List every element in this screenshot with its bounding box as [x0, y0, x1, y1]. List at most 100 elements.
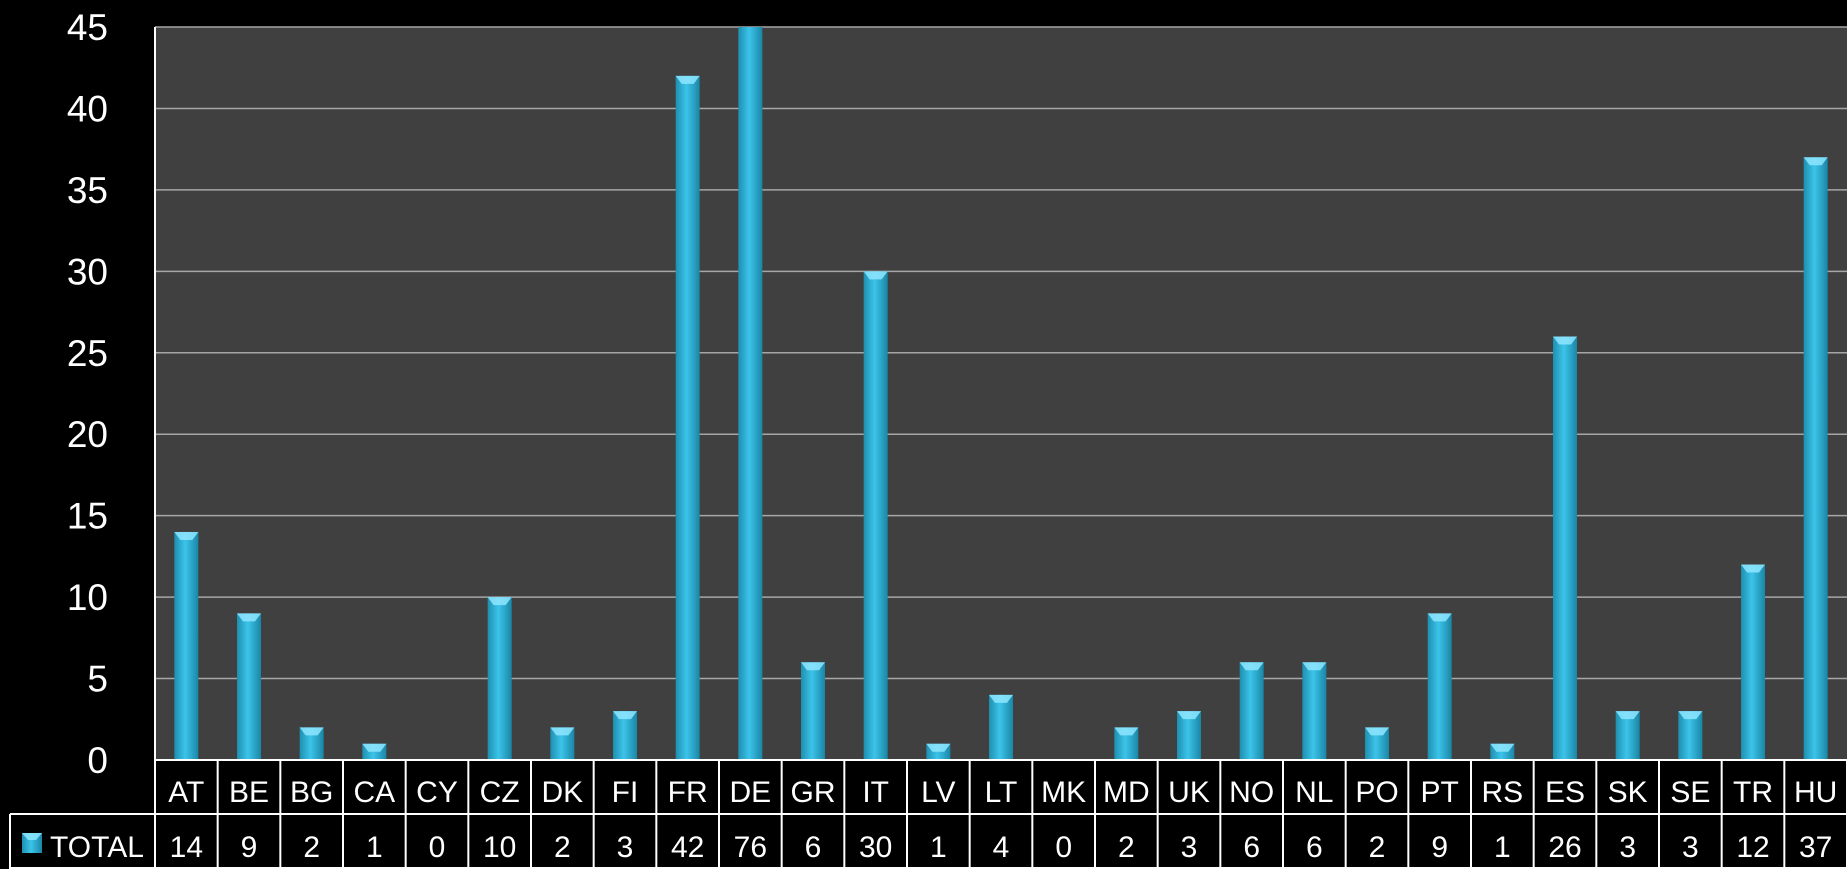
bar-cap	[487, 597, 512, 606]
bar	[1678, 711, 1703, 760]
legend-label: TOTAL	[50, 831, 144, 864]
data-table-value: 2	[1369, 831, 1386, 864]
bar-cap	[1490, 743, 1515, 752]
bar	[1553, 336, 1577, 760]
x-tick-label: CZ	[480, 776, 520, 809]
y-axis: 0 5 10 15 20 25 30 35 40 45	[67, 7, 108, 781]
x-tick-label: PO	[1355, 776, 1398, 809]
x-tick-label: PT	[1420, 776, 1458, 809]
data-table-value: 1	[930, 831, 947, 864]
x-tick-label: FR	[668, 776, 708, 809]
x-tick-label: NO	[1229, 776, 1274, 809]
y-tick-label: 30	[67, 251, 108, 292]
bar-cap	[1114, 727, 1139, 736]
bar	[1741, 564, 1765, 760]
x-tick-label: LV	[921, 776, 955, 809]
data-table-value: 1	[1494, 831, 1511, 864]
x-tick-label: BE	[229, 776, 269, 809]
legend-key-cap	[22, 833, 42, 840]
plot-area	[155, 27, 1847, 760]
x-tick-label: LT	[985, 776, 1018, 809]
bar-cap	[1553, 336, 1577, 345]
x-tick-label: HU	[1794, 776, 1837, 809]
bar-cap	[1678, 711, 1703, 720]
x-tick-label: BG	[290, 776, 333, 809]
y-tick-label: 20	[67, 414, 108, 455]
data-table-value: 42	[671, 831, 704, 864]
data-table-value: 76	[734, 831, 767, 864]
bar	[738, 27, 763, 760]
bar-cap	[1365, 727, 1389, 736]
bar	[174, 531, 199, 760]
data-table-value: 37	[1799, 831, 1832, 864]
y-tick-label: 45	[67, 7, 108, 48]
data-table-value: 3	[617, 831, 634, 864]
y-tick-label: 10	[67, 577, 108, 618]
x-tick-label: CY	[416, 776, 458, 809]
bar	[1615, 711, 1640, 760]
bar-cap	[1302, 662, 1327, 671]
bar-cap	[801, 662, 825, 671]
bar	[801, 662, 825, 760]
data-table-value: 0	[1055, 831, 1072, 864]
bar	[487, 597, 512, 760]
x-tick-label: GR	[791, 776, 836, 809]
y-tick-label: 15	[67, 496, 108, 537]
bar	[1239, 662, 1264, 760]
x-tick-label: SE	[1670, 776, 1710, 809]
bar-cap	[299, 727, 324, 736]
bar-cap	[1741, 564, 1765, 573]
data-table-value: 3	[1619, 831, 1636, 864]
data-table-value: 3	[1682, 831, 1699, 864]
data-table-value: 0	[429, 831, 446, 864]
bar-cap	[1427, 613, 1452, 622]
x-tick-label: UK	[1168, 776, 1210, 809]
bar	[1177, 711, 1201, 760]
bar	[675, 75, 700, 760]
x-tick-label: ES	[1545, 776, 1585, 809]
data-table-value: 2	[1118, 831, 1135, 864]
data-table-value: 2	[554, 831, 571, 864]
bar-cap	[1803, 157, 1828, 166]
bar-cap	[174, 531, 199, 540]
bar-cap	[863, 271, 888, 280]
x-tick-label: DK	[541, 776, 583, 809]
data-table-value: 12	[1736, 831, 1769, 864]
data-table-value: 6	[805, 831, 822, 864]
x-tick-label: MK	[1041, 776, 1086, 809]
data-table-value: 6	[1243, 831, 1260, 864]
data-table-value: 10	[483, 831, 516, 864]
bars	[174, 27, 1828, 761]
bar-cap	[1615, 711, 1640, 720]
bar-cap	[926, 743, 951, 752]
data-table-value: 14	[170, 831, 203, 864]
y-tick-label: 0	[87, 740, 108, 781]
bar	[863, 271, 888, 760]
data-table-value: 1	[366, 831, 383, 864]
data-table-value: 6	[1306, 831, 1323, 864]
bar-cap	[989, 694, 1013, 703]
x-tick-label: NL	[1295, 776, 1333, 809]
x-tick-label: TR	[1733, 776, 1773, 809]
data-table-value: 2	[303, 831, 320, 864]
x-tick-label: CA	[353, 776, 395, 809]
x-tick-label: RS	[1481, 776, 1523, 809]
bar-cap	[1239, 662, 1264, 671]
x-tick-label: FI	[612, 776, 639, 809]
bar-cap	[1177, 711, 1201, 720]
x-tick-label: AT	[168, 776, 204, 809]
data-table-value: 4	[993, 831, 1010, 864]
y-tick-label: 25	[67, 333, 108, 374]
data-table-value: 30	[859, 831, 892, 864]
bar-cap	[550, 727, 575, 736]
data-table-value: 9	[241, 831, 258, 864]
y-tick-label: 35	[67, 170, 108, 211]
x-tick-label: SK	[1608, 776, 1648, 809]
bar-cap	[237, 613, 261, 622]
x-tick-label: IT	[862, 776, 889, 809]
bar-cap	[675, 75, 700, 84]
y-tick-label: 5	[87, 659, 108, 700]
bar	[989, 694, 1013, 760]
data-table-value: 3	[1181, 831, 1198, 864]
